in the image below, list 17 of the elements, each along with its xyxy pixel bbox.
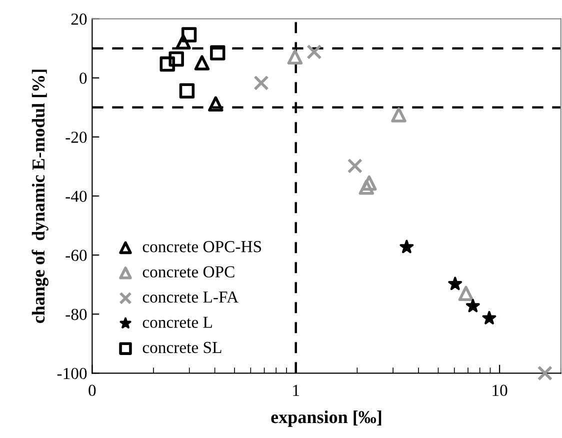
y-tick-label: 20 [71,14,87,25]
y-tick-label: -60 [66,250,87,262]
x-tick-label: 10 [492,384,508,396]
y-tick-label: -20 [66,132,87,143]
legend-label: concrete OPC [142,266,234,278]
x-tick-label: 1 [293,384,300,396]
y-axis-title: change of dynamic E-modul [%] [32,70,48,324]
legend-label: concrete SL [142,342,222,354]
y-tick-label: -80 [66,308,87,320]
x-axis-title: expansion [‰] [271,410,382,427]
x-tick-label: 0 [88,384,96,396]
legend-label: concrete L-FA [142,292,238,303]
y-tick-label: -40 [66,190,87,202]
legend-label: concrete OPC-HS [142,241,262,252]
y-tick-label: -100 [57,368,87,380]
legend-label: concrete L [142,316,212,328]
y-tick-label: 0 [80,72,87,84]
